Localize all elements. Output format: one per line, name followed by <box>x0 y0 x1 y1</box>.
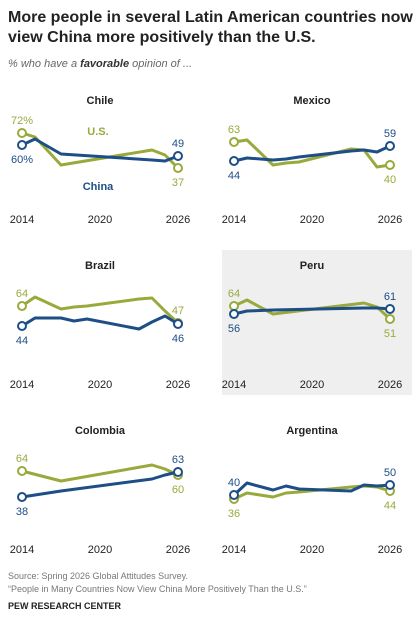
end-point <box>385 304 395 314</box>
value-label: 63 <box>172 454 184 466</box>
value-label: 60% <box>11 154 33 166</box>
note: “People in Many Countries Now View China… <box>8 584 307 594</box>
series-line <box>21 137 179 163</box>
x-tick-label: 2026 <box>378 214 402 226</box>
x-tick-label: 2026 <box>166 379 190 391</box>
value-label: 40 <box>384 174 396 186</box>
series-label: U.S. <box>87 126 108 138</box>
subtitle: % who have a favorable opinion of ... <box>8 58 192 70</box>
panel-title: Colombia <box>75 425 126 437</box>
series-line <box>233 484 391 501</box>
end-point <box>173 151 183 161</box>
x-tick-label: 2020 <box>88 214 112 226</box>
x-tick-label: 2020 <box>300 214 324 226</box>
x-tick-label: 2014 <box>10 379 34 391</box>
end-point <box>229 301 239 311</box>
x-tick-label: 2020 <box>88 379 112 391</box>
x-tick-label: 2014 <box>222 544 246 556</box>
series-line <box>232 481 391 497</box>
end-point <box>229 137 239 147</box>
series-line <box>21 470 179 499</box>
value-label: 64 <box>16 453 28 465</box>
value-label: 47 <box>172 305 184 317</box>
x-tick-label: 2014 <box>222 379 246 391</box>
series-line <box>233 138 391 169</box>
end-point <box>229 309 239 319</box>
end-point <box>17 466 27 476</box>
value-label: 44 <box>384 500 396 512</box>
value-label: 63 <box>228 124 240 136</box>
x-tick-label: 2014 <box>10 544 34 556</box>
title: More people in several Latin American co… <box>8 9 413 46</box>
value-label: 49 <box>172 138 184 150</box>
panel-title: Peru <box>300 260 324 272</box>
panel-title: Mexico <box>293 95 331 107</box>
end-point <box>173 467 183 477</box>
value-label: 51 <box>384 328 396 340</box>
end-point <box>173 319 183 329</box>
source: Source: Spring 2026 Global Attitudes Sur… <box>8 571 188 581</box>
value-label: 72% <box>11 115 33 127</box>
x-tick-label: 2026 <box>378 379 402 391</box>
series-line <box>21 131 180 170</box>
value-label: 38 <box>16 506 28 518</box>
end-point <box>229 490 239 500</box>
subtitle-emphasis: favorable <box>80 58 130 70</box>
subtitle-text: opinion of ... <box>129 58 193 70</box>
value-label: 46 <box>172 333 184 345</box>
end-point <box>17 128 27 138</box>
value-label: 56 <box>228 323 240 335</box>
x-tick-label: 2014 <box>10 214 34 226</box>
series-line <box>21 314 179 331</box>
value-label: 64 <box>16 288 28 300</box>
x-tick-label: 2026 <box>378 544 402 556</box>
end-point <box>385 160 395 170</box>
series-label: China <box>83 181 114 193</box>
value-label: 37 <box>172 177 184 189</box>
end-point <box>17 492 27 502</box>
x-tick-label: 2014 <box>222 214 246 226</box>
panel-title: Argentina <box>286 425 338 437</box>
series-line <box>21 463 179 483</box>
end-point <box>385 314 395 324</box>
credit: PEW RESEARCH CENTER <box>8 601 122 611</box>
x-tick-label: 2026 <box>166 544 190 556</box>
value-label: 36 <box>228 508 240 520</box>
series-line <box>233 144 391 163</box>
panel-highlight <box>222 250 412 395</box>
x-tick-label: 2020 <box>300 544 324 556</box>
end-point <box>229 156 239 166</box>
value-label: 44 <box>228 170 240 182</box>
x-tick-label: 2026 <box>166 214 190 226</box>
value-label: 59 <box>384 128 396 140</box>
end-point <box>385 141 395 151</box>
value-label: 40 <box>228 477 240 489</box>
panel-title: Chile <box>87 95 114 107</box>
subtitle-text: % who have a <box>8 58 81 70</box>
value-label: 60 <box>172 484 184 496</box>
value-label: 64 <box>228 288 240 300</box>
value-label: 61 <box>384 291 396 303</box>
end-point <box>17 321 27 331</box>
end-point <box>17 140 27 150</box>
value-label: 44 <box>16 335 28 347</box>
end-point <box>173 163 183 173</box>
series-line <box>233 306 391 316</box>
value-label: 50 <box>384 467 396 479</box>
x-tick-label: 2020 <box>300 379 324 391</box>
panel-title: Brazil <box>85 260 115 272</box>
x-tick-label: 2020 <box>88 544 112 556</box>
end-point <box>17 301 27 311</box>
series-line <box>21 295 180 325</box>
end-point <box>385 480 395 490</box>
